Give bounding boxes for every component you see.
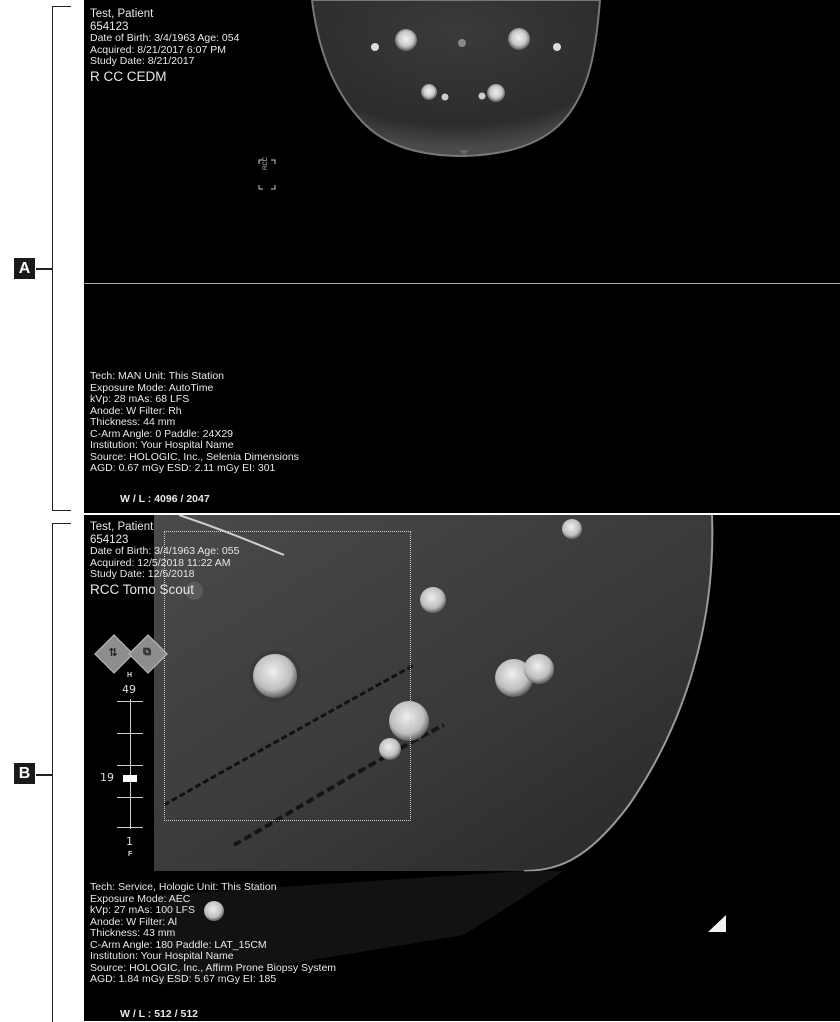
patient-name-a: Test, Patient (90, 8, 154, 20)
window-level-a: W / L : 4096 / 2047 (120, 493, 210, 505)
patient-info-b: Test, Patient 654123 Date of Birth: 3/4/… (90, 521, 239, 598)
tech-line: Thickness: 43 mm (90, 927, 176, 939)
bracket-a-connector (36, 268, 52, 270)
view-label-b: RCC Tomo Scout (90, 581, 195, 597)
callout-b: B (14, 763, 35, 784)
study-date-line-b: Study Date: 12/5/2018 (90, 568, 195, 580)
acquired-line-a: Acquired: 8/21/2017 6:07 PM (90, 43, 227, 56)
slider-head-label: H (127, 672, 133, 679)
tech-line: Anode: W Filter: Al (90, 915, 177, 928)
tomo-scout-image-b (154, 515, 726, 985)
mammogram-image-a: RCC (258, 0, 602, 190)
tech-line: Institution: Your Hospital Name (90, 950, 234, 962)
tech-line: Exposure Mode: AEC (90, 892, 191, 905)
tech-line: Tech: MAN Unit: This Station (90, 370, 225, 382)
tech-line: Tech: Service, Hologic Unit: This Statio… (90, 881, 277, 893)
slider-current-label: 19 (100, 771, 114, 784)
tech-info-b: Tech: Service, Hologic Unit: This Statio… (90, 881, 337, 986)
patient-id-a: 654123 (90, 20, 129, 33)
slider-tick (117, 733, 143, 734)
slider-tick (117, 765, 143, 766)
patient-info-a: Test, Patient 654123 Date of Birth: 3/4/… (90, 8, 239, 85)
viewport-a[interactable]: RCC Test, Patient 654123 Date of Birth: … (84, 0, 840, 513)
tech-line: Source: HOLOGIC, Inc., Selenia Dimension… (90, 450, 299, 463)
bracket-a (52, 6, 71, 511)
tech-line: Institution: Your Hospital Name (90, 439, 234, 451)
tech-line: Exposure Mode: AutoTime (90, 381, 214, 394)
slice-slider-thumb[interactable] (123, 775, 137, 782)
slice-slider-track[interactable] (130, 699, 131, 829)
view-label-a: R CC CEDM (90, 68, 167, 84)
tech-line: AGD: 1.84 mGy ESD: 5.67 mGy EI: 185 (90, 973, 277, 985)
acquired-line-b: Acquired: 12/5/2018 11:22 AM (90, 556, 231, 569)
tech-line: kVp: 27 mAs: 100 LFS (90, 904, 196, 916)
tech-line: kVp: 28 mAs: 68 LFS (90, 393, 190, 405)
tech-line: Source: HOLOGIC, Inc., Affirm Prone Biop… (90, 961, 337, 974)
tomo-roi-box[interactable] (164, 531, 411, 821)
viewport-a-divider (84, 283, 840, 284)
slider-max-label: 49 (122, 683, 136, 696)
dob-line-a: Date of Birth: 3/4/1963 Age: 054 (90, 32, 240, 44)
dob-line-b: Date of Birth: 3/4/1963 Age: 055 (90, 545, 240, 557)
study-date-line-a: Study Date: 8/21/2017 (90, 55, 195, 67)
bracket-b-connector (36, 774, 52, 776)
slice-navigate-icon: ⇅ (108, 647, 118, 659)
view-marker-frame (258, 159, 276, 190)
tech-line: C-Arm Angle: 180 Paddle: LAT_15CM (90, 938, 267, 951)
slider-min-label: 1 (126, 835, 133, 848)
viewport-b[interactable]: Test, Patient 654123 Date of Birth: 3/4/… (84, 515, 840, 1021)
tech-line: C-Arm Angle: 0 Paddle: 24X29 (90, 427, 234, 440)
slider-foot-label: F (128, 851, 133, 858)
tech-line: Anode: W Filter: Rh (90, 404, 182, 417)
slider-tick (117, 797, 143, 798)
patient-name-b: Test, Patient (90, 521, 154, 533)
window-level-b: W / L : 512 / 512 (120, 1008, 199, 1020)
patient-id-b: 654123 (90, 533, 129, 546)
view-marker-text: RCC (263, 156, 269, 170)
tech-line: Thickness: 44 mm (90, 416, 176, 428)
callout-a: A (14, 258, 35, 279)
slab-toggle-icon: ⧉ (143, 646, 151, 658)
tech-line: AGD: 0.67 mGy ESD: 2.11 mGy EI: 301 (90, 462, 276, 474)
slider-tick (117, 701, 143, 702)
bracket-b (52, 523, 71, 1022)
tech-info-a: Tech: MAN Unit: This Station Exposure Mo… (90, 370, 299, 475)
slider-tick (117, 827, 143, 828)
